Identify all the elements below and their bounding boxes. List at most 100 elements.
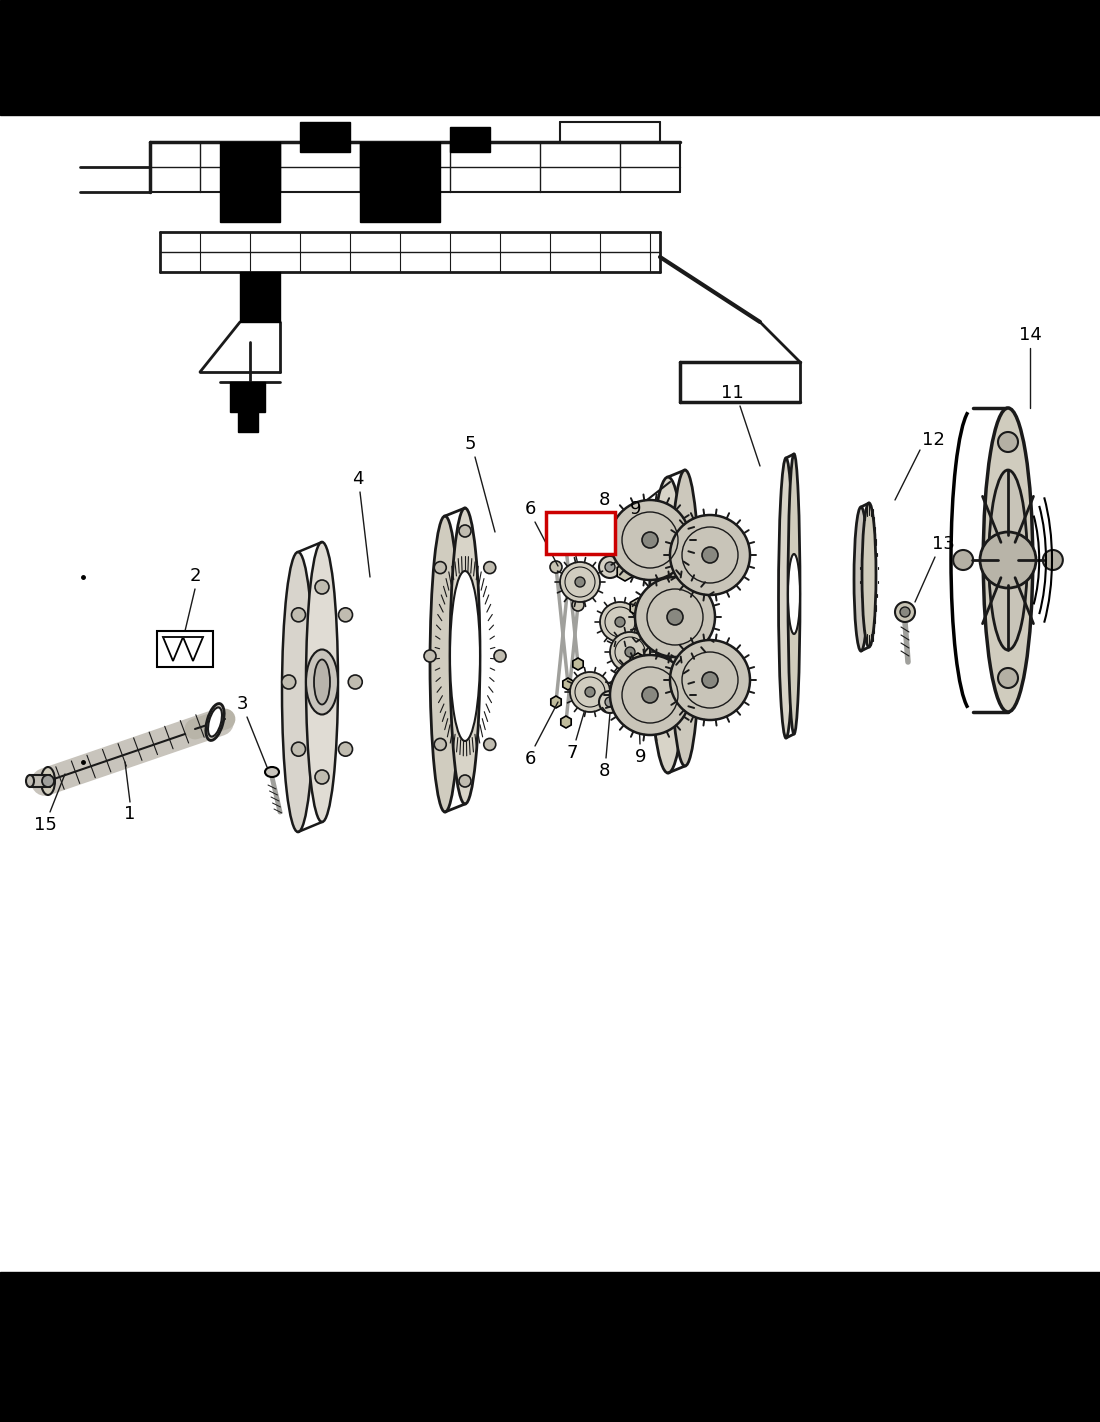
- Circle shape: [605, 697, 615, 707]
- Bar: [220, 142, 280, 222]
- Polygon shape: [573, 658, 583, 670]
- Ellipse shape: [282, 552, 314, 832]
- Circle shape: [605, 562, 615, 572]
- Bar: [360, 142, 440, 222]
- Ellipse shape: [983, 408, 1033, 712]
- Text: 14: 14: [1019, 326, 1042, 344]
- Bar: [157, 631, 213, 667]
- Polygon shape: [617, 678, 632, 695]
- Circle shape: [560, 562, 600, 602]
- Circle shape: [572, 599, 584, 611]
- Bar: [240, 272, 280, 321]
- Ellipse shape: [208, 707, 222, 737]
- Circle shape: [339, 607, 352, 621]
- Circle shape: [315, 580, 329, 594]
- Circle shape: [610, 656, 690, 735]
- Circle shape: [980, 532, 1036, 589]
- Circle shape: [560, 540, 572, 553]
- Bar: [230, 383, 265, 412]
- Polygon shape: [630, 599, 646, 616]
- Circle shape: [484, 562, 496, 573]
- Circle shape: [349, 675, 362, 690]
- Circle shape: [570, 673, 611, 712]
- Ellipse shape: [788, 555, 800, 634]
- Text: 6: 6: [525, 501, 536, 518]
- Circle shape: [998, 668, 1018, 688]
- Circle shape: [339, 742, 352, 757]
- Text: 6: 6: [525, 749, 536, 768]
- Ellipse shape: [779, 458, 793, 738]
- Circle shape: [702, 673, 718, 688]
- Ellipse shape: [788, 454, 800, 734]
- Text: 4: 4: [352, 471, 364, 488]
- Text: 7: 7: [560, 510, 572, 528]
- Polygon shape: [563, 678, 573, 690]
- Circle shape: [575, 577, 585, 587]
- Ellipse shape: [206, 704, 224, 741]
- Circle shape: [954, 550, 974, 570]
- Text: 13: 13: [932, 535, 955, 553]
- Polygon shape: [561, 717, 571, 728]
- Circle shape: [1043, 550, 1063, 570]
- Bar: [450, 127, 490, 152]
- Text: 8: 8: [598, 491, 609, 509]
- Circle shape: [895, 602, 915, 621]
- Circle shape: [900, 607, 910, 617]
- Bar: [30, 775, 50, 786]
- Circle shape: [635, 577, 715, 657]
- Circle shape: [315, 769, 329, 784]
- Ellipse shape: [450, 508, 480, 803]
- Ellipse shape: [265, 766, 279, 776]
- Bar: [300, 122, 350, 152]
- Polygon shape: [551, 695, 561, 708]
- Circle shape: [600, 556, 621, 577]
- Circle shape: [610, 501, 690, 580]
- Text: 3: 3: [236, 695, 248, 712]
- Circle shape: [459, 775, 471, 786]
- Circle shape: [610, 631, 650, 673]
- Circle shape: [600, 602, 640, 641]
- Text: 15: 15: [34, 816, 56, 833]
- Circle shape: [282, 675, 296, 690]
- Ellipse shape: [989, 471, 1027, 650]
- Circle shape: [642, 532, 658, 547]
- Text: 10: 10: [569, 523, 593, 543]
- Text: 7: 7: [566, 744, 578, 762]
- Circle shape: [459, 525, 471, 538]
- Polygon shape: [630, 653, 646, 671]
- Circle shape: [642, 687, 658, 702]
- Circle shape: [702, 547, 718, 563]
- Polygon shape: [183, 637, 204, 661]
- Circle shape: [42, 775, 54, 786]
- Circle shape: [998, 432, 1018, 452]
- Circle shape: [292, 742, 306, 757]
- Polygon shape: [163, 637, 183, 661]
- Circle shape: [484, 738, 496, 751]
- Bar: [0, 1273, 1100, 1422]
- Circle shape: [494, 650, 506, 663]
- Circle shape: [670, 640, 750, 720]
- Ellipse shape: [450, 572, 480, 741]
- Circle shape: [434, 562, 447, 573]
- Circle shape: [292, 607, 306, 621]
- Text: 9: 9: [630, 501, 641, 518]
- Polygon shape: [617, 563, 632, 582]
- Circle shape: [550, 562, 562, 573]
- Circle shape: [615, 617, 625, 627]
- Ellipse shape: [430, 516, 460, 812]
- Text: 2: 2: [189, 567, 200, 584]
- Ellipse shape: [306, 542, 338, 822]
- Ellipse shape: [26, 775, 34, 786]
- Text: 11: 11: [720, 384, 744, 402]
- Bar: [238, 412, 258, 432]
- Text: 1: 1: [124, 805, 135, 823]
- Ellipse shape: [649, 476, 688, 774]
- Circle shape: [424, 650, 436, 663]
- Circle shape: [670, 515, 750, 594]
- Ellipse shape: [854, 508, 868, 651]
- Text: 9: 9: [636, 748, 647, 766]
- Ellipse shape: [862, 503, 876, 647]
- Circle shape: [625, 647, 635, 657]
- Bar: [0, 0, 1100, 115]
- Text: 5: 5: [464, 435, 475, 454]
